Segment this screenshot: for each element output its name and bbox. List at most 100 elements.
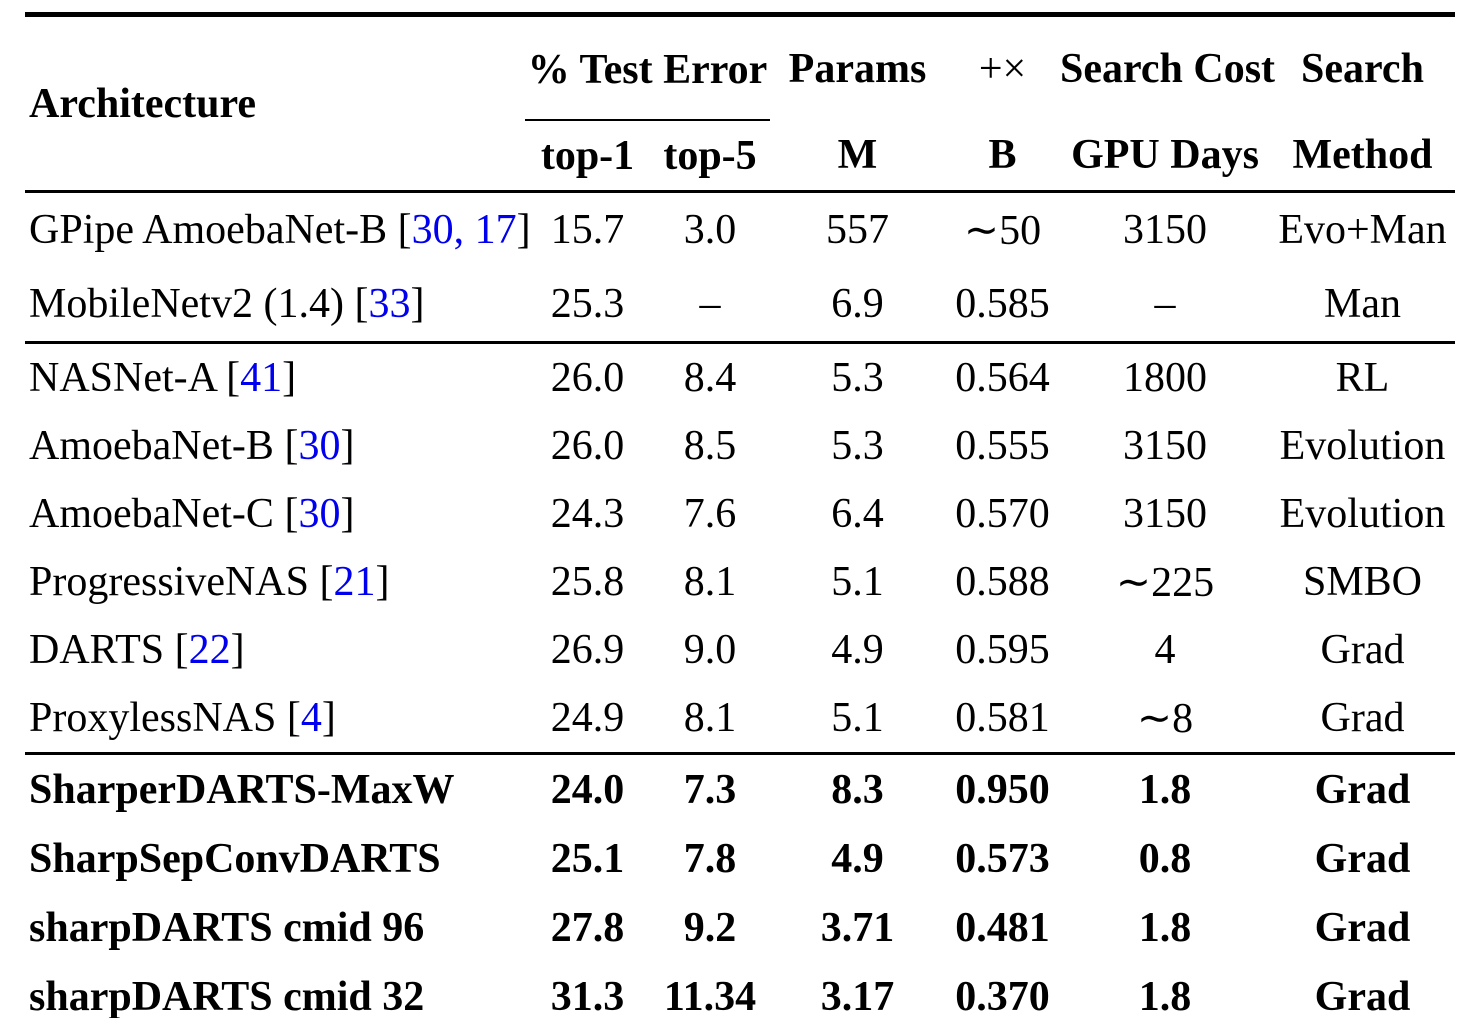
architecture-cell: SharpSepConvDARTS [25, 824, 525, 893]
architecture-cell: MobileNetv2 (1.4) [33] [25, 267, 525, 344]
cell-search-method: SMBO [1302, 559, 1423, 605]
header-params: Params [788, 45, 927, 92]
cell-top1: 15.7 [550, 207, 625, 253]
architecture-name: sharpDARTS cmid 32 [29, 973, 425, 1018]
citation-link[interactable]: 30 [298, 491, 341, 537]
cell-search-method: Grad [1320, 627, 1405, 673]
architecture-cell: ProgressiveNAS [21] [25, 548, 525, 616]
citation-bracket-open: [ [286, 695, 301, 741]
cell-search-method: RL [1335, 355, 1390, 401]
cell-top1: 27.8 [550, 904, 625, 951]
results-table: Architecture % Test Error Params +× Sear… [25, 12, 1455, 1018]
citation-bracket-open: [ [284, 423, 299, 469]
citation-link[interactable]: 30 [298, 423, 341, 469]
cell-mult-adds: 0.585 [945, 267, 1060, 344]
table-row: ProxylessNAS [4] 24.9 8.1 5.1 0.581 ∼8 G… [25, 684, 1455, 755]
table-row: sharpDARTS cmid 96 27.8 9.2 3.71 0.481 1… [25, 893, 1455, 962]
cell-search-cost: 0.8 [1138, 835, 1192, 882]
cell-top5: 7.6 [683, 491, 737, 537]
citation-link[interactable]: 30, 17 [411, 207, 517, 253]
table-row: NASNet-A [41] 26.0 8.4 5.3 0.564 1800 RL [25, 343, 1455, 413]
cell-search-cost: 1.8 [1138, 904, 1192, 951]
citation-bracket-open: [ [397, 207, 412, 253]
architecture-cell: ProxylessNAS [4] [25, 684, 525, 755]
cell-params: 6.9 [770, 267, 945, 344]
cell-search-cost: 1800 [1123, 355, 1207, 401]
citation-bracket-close: ] [516, 207, 531, 253]
cell-top1: 26.9 [550, 627, 625, 673]
citation-link[interactable]: 21 [333, 559, 376, 605]
table-row: GPipe AmoebaNet-B [30, 17] 15.7 3.0 557 … [25, 192, 1455, 268]
cell-params: 5.3 [831, 355, 884, 401]
architecture-name: AmoebaNet-C [29, 491, 285, 537]
cell-search-method: Evo+Man [1278, 207, 1447, 253]
citation-bracket-close: ] [340, 491, 355, 537]
header-top5: top-5 [650, 120, 770, 193]
table-row: ProgressiveNAS [21] 25.8 8.1 5.1 0.588 ∼… [25, 548, 1455, 616]
cell-mult-adds: 0.588 [955, 559, 1050, 605]
cell-search-method: Evolution [1279, 491, 1446, 537]
cell-search-cost: 1.8 [1138, 973, 1192, 1018]
cell-search-cost: ∼225 [1115, 560, 1215, 606]
cell-top1: 26.0 [550, 355, 625, 401]
cell-search-cost: 3150 [1123, 491, 1207, 537]
architecture-cell: sharpDARTS cmid 96 [25, 893, 525, 962]
citation-bracket-close: ] [282, 355, 297, 401]
header-gpu-days: GPU Days [1060, 120, 1270, 193]
cell-search-cost: 1.8 [1138, 766, 1192, 813]
cell-params: 6.4 [831, 491, 884, 537]
architecture-name: ProgressiveNAS [29, 559, 320, 605]
cell-mult-adds: 0.370 [955, 973, 1050, 1018]
cell-params: 4.9 [831, 627, 884, 673]
cell-mult-adds: 0.555 [955, 423, 1050, 469]
header-search-method: Search [1301, 45, 1424, 92]
table-body: GPipe AmoebaNet-B [30, 17] 15.7 3.0 557 … [25, 192, 1455, 1018]
architecture-name: SharperDARTS-MaxW [29, 766, 455, 813]
citation-bracket-close: ] [230, 627, 245, 673]
cell-top1: 25.1 [550, 835, 625, 882]
citation-bracket-open: [ [174, 627, 189, 673]
cell-params: 5.3 [831, 423, 884, 469]
cell-params: 4.9 [831, 835, 884, 882]
cell-search-method: Grad [1314, 766, 1411, 813]
cell-search-method: Grad [1314, 835, 1411, 882]
cell-top5: 7.8 [683, 835, 737, 882]
architecture-name: DARTS [29, 627, 175, 673]
header-method-word: Method [1270, 120, 1455, 193]
header-mult-adds: +× [978, 45, 1027, 92]
cell-top5: 3.0 [683, 207, 737, 253]
cell-top1: 24.3 [550, 491, 625, 537]
cell-top5: 8.1 [650, 684, 770, 755]
cell-params: 5.1 [831, 559, 884, 605]
header-top1: top-1 [525, 120, 650, 193]
header-test-error-group: % Test Error [525, 14, 770, 121]
cell-search-cost: ∼8 [1060, 684, 1270, 755]
citation-link[interactable]: 41 [240, 355, 283, 401]
cell-top1: 24.0 [550, 766, 625, 813]
citation-link[interactable]: 4 [300, 695, 322, 741]
citation-bracket-close: ] [375, 559, 390, 605]
header-mult-adds-unit: B [945, 120, 1060, 193]
cell-mult-adds: 0.481 [955, 904, 1050, 951]
architecture-name: AmoebaNet-B [29, 423, 285, 469]
architecture-cell: AmoebaNet-B [30] [25, 412, 525, 480]
cell-search-cost: 3150 [1123, 423, 1207, 469]
cell-search-method: Grad [1270, 684, 1455, 755]
table-row: SharperDARTS-MaxW 24.0 7.3 8.3 0.950 1.8… [25, 754, 1455, 825]
cell-search-cost: – [1060, 267, 1270, 344]
cell-top5: 11.34 [663, 973, 757, 1018]
table-row: AmoebaNet-B [30] 26.0 8.5 5.3 0.555 3150… [25, 412, 1455, 480]
cell-mult-adds: 0.570 [955, 491, 1050, 537]
cell-params: 3.17 [820, 973, 895, 1018]
citation-link[interactable]: 33 [368, 281, 411, 327]
architecture-cell: AmoebaNet-C [30] [25, 480, 525, 548]
cell-top1: 25.3 [525, 267, 650, 344]
architecture-cell: GPipe AmoebaNet-B [30, 17] [25, 192, 531, 268]
cell-top5: – [650, 267, 770, 344]
cell-top5: 8.4 [683, 355, 737, 401]
header-architecture: Architecture [25, 14, 525, 193]
citation-link[interactable]: 22 [188, 627, 231, 673]
cell-search-cost: 3150 [1123, 207, 1207, 253]
architecture-cell: sharpDARTS cmid 32 [25, 962, 525, 1018]
cell-top1: 25.8 [550, 559, 625, 605]
